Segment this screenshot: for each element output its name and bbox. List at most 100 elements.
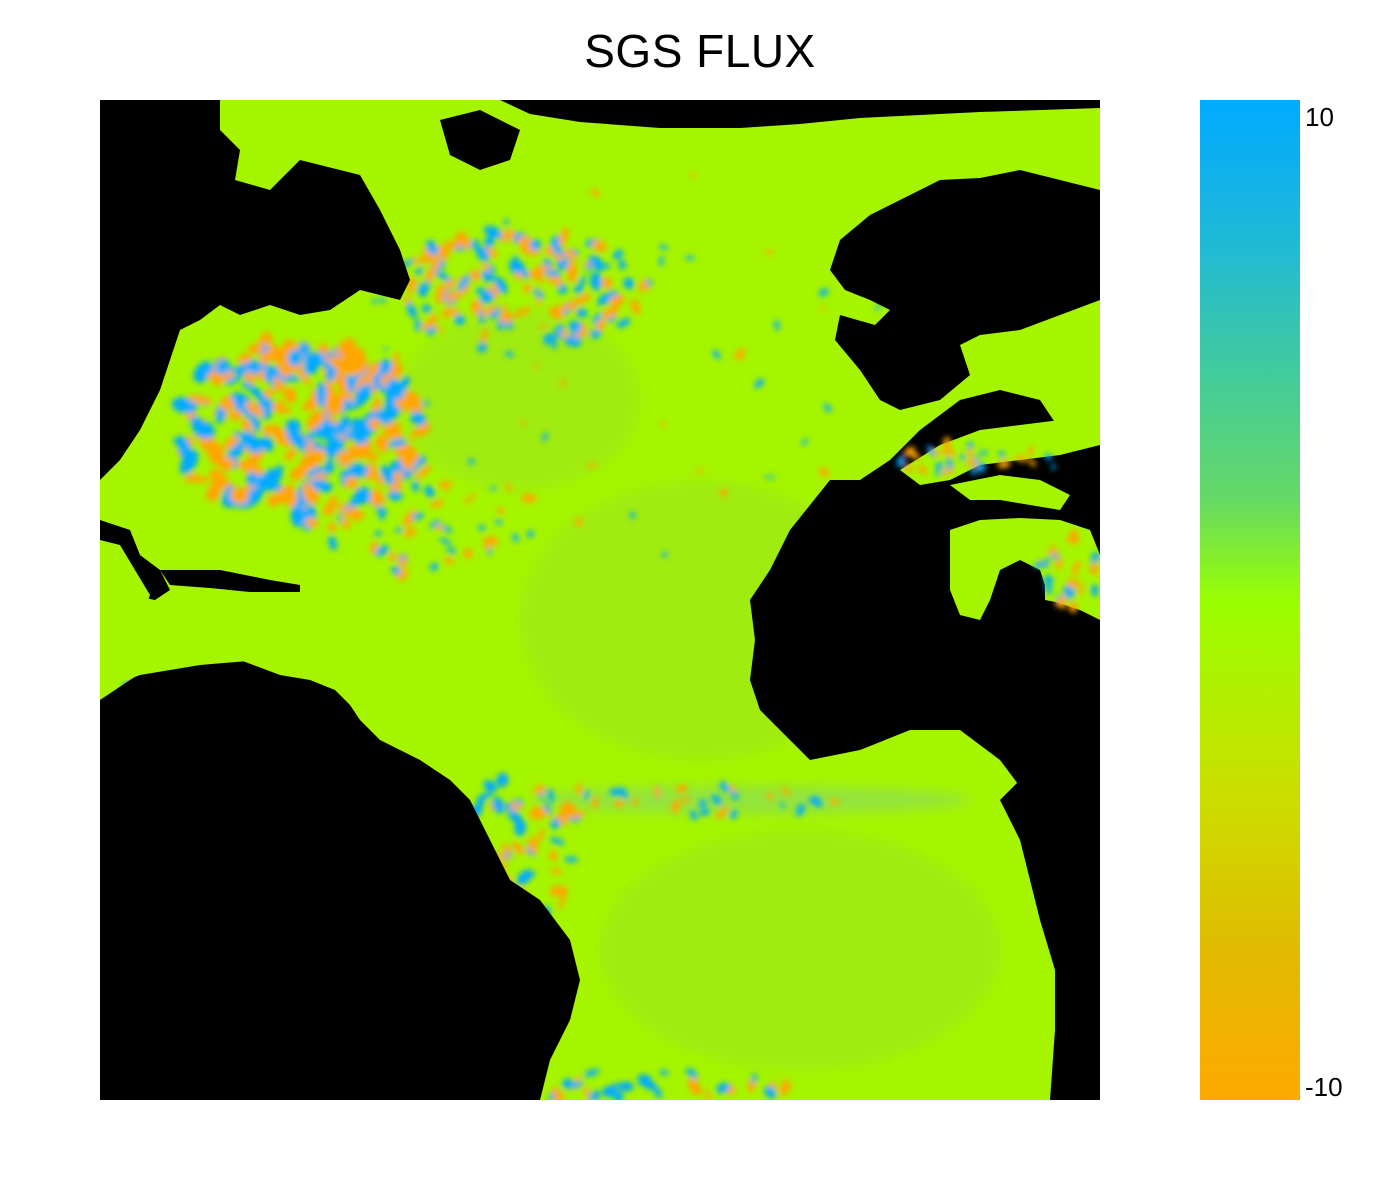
flux-eddy: [226, 440, 247, 463]
flux-eddy: [393, 442, 419, 464]
flux-eddy: [731, 791, 739, 800]
flux-eddy: [737, 348, 746, 356]
flux-eddy: [481, 269, 493, 283]
flux-eddy: [576, 293, 591, 305]
flux-eddy: [260, 407, 273, 420]
flux-eddy: [483, 537, 491, 550]
flux-eddy: [613, 249, 624, 260]
flux-eddy: [387, 490, 403, 501]
colorbar-max-label: 10: [1305, 102, 1334, 132]
flux-eddy: [927, 445, 936, 458]
flux-eddy: [505, 483, 512, 492]
flux-eddy: [206, 481, 223, 502]
flux-eddy: [1062, 585, 1071, 596]
flux-eddy: [698, 799, 707, 808]
flux-eddy: [570, 1080, 584, 1089]
flux-eddy: [632, 797, 638, 806]
flux-eddy: [296, 366, 311, 386]
flux-eddy: [336, 416, 351, 436]
flux-eddy: [353, 383, 373, 406]
flux-eddy: [977, 450, 989, 455]
flux-eddy: [662, 551, 668, 558]
flux-eddy: [533, 288, 545, 299]
flux-eddy: [654, 785, 661, 799]
flux-eddy: [546, 275, 564, 286]
flux-eddy: [646, 279, 653, 287]
flux-eddy: [439, 524, 453, 533]
flux-eddy: [551, 868, 563, 875]
flux-eddy: [435, 284, 445, 305]
flux-eddy: [549, 332, 557, 350]
flux-eddy: [715, 810, 726, 819]
flux-eddy: [468, 239, 479, 249]
flux-eddy: [422, 400, 429, 407]
flux-eddy: [353, 486, 372, 505]
flux-eddy: [553, 1092, 564, 1100]
flux-eddy: [970, 468, 977, 475]
flux-eddy: [1014, 455, 1028, 462]
flux-eddy: [511, 842, 526, 855]
flux-eddy: [943, 447, 952, 456]
flux-eddy: [273, 375, 285, 393]
flux-eddy: [544, 269, 562, 277]
flux-eddy: [369, 541, 379, 554]
flux-eddy: [500, 304, 508, 313]
flux-eddy: [661, 421, 666, 428]
flux-eddy: [960, 453, 966, 462]
flux-eddy: [504, 218, 509, 226]
flux-eddy: [273, 406, 292, 414]
flux-eddy: [542, 258, 552, 268]
flux-eddy: [384, 423, 399, 438]
flux-eddy: [354, 511, 366, 522]
flux-eddy: [188, 395, 213, 405]
flux-eddy: [403, 297, 412, 304]
flux-eddy: [714, 796, 722, 806]
flux-eddy: [430, 500, 445, 508]
flux-eddy: [780, 802, 785, 809]
flux-eddy: [284, 448, 297, 461]
flux-eddy: [479, 291, 495, 304]
flux-eddy: [248, 448, 264, 466]
flux-eddy: [549, 837, 565, 845]
flux-eddy: [480, 328, 488, 346]
flux-eddy: [796, 803, 805, 817]
flux-eddy: [336, 379, 347, 390]
flux-eddy: [249, 412, 261, 433]
flux-eddy: [241, 418, 253, 435]
flux-eddy: [774, 319, 780, 331]
flux-eddy: [593, 263, 611, 269]
flux-eddy: [534, 828, 546, 846]
flux-eddy: [241, 430, 262, 454]
flux-eddy: [705, 1090, 711, 1100]
flux-eddy: [344, 432, 353, 440]
flux-eddy: [1033, 560, 1048, 568]
flux-eddy: [371, 299, 377, 304]
flux-eddy: [690, 172, 696, 178]
flux-eddy: [630, 299, 641, 315]
flux-eddy: [354, 396, 359, 401]
flux-eddy: [567, 271, 577, 283]
flux-eddy: [321, 506, 336, 515]
flux-eddy: [343, 363, 355, 372]
flux-eddy: [543, 802, 552, 815]
flux-eddy: [224, 375, 242, 386]
flux-eddy: [447, 308, 461, 316]
flux-eddy: [685, 255, 695, 261]
flux-eddy: [246, 383, 268, 403]
flux-eddy: [374, 545, 389, 557]
flux-eddy: [557, 284, 568, 295]
flux-eddy: [1072, 564, 1078, 577]
flux-eddy: [1091, 584, 1099, 597]
flux-eddy: [558, 304, 572, 310]
flux-eddy: [578, 275, 586, 289]
flux-eddy: [973, 456, 980, 464]
flux-eddy: [514, 818, 527, 837]
flux-eddy: [676, 784, 687, 793]
flux-eddy: [548, 850, 558, 861]
flux-eddy: [386, 378, 400, 394]
flux-eddy: [436, 326, 445, 332]
flux-eddy: [434, 270, 451, 282]
flux-eddy: [392, 352, 400, 364]
flux-eddy: [654, 1087, 662, 1099]
flux-eddy: [399, 569, 410, 583]
